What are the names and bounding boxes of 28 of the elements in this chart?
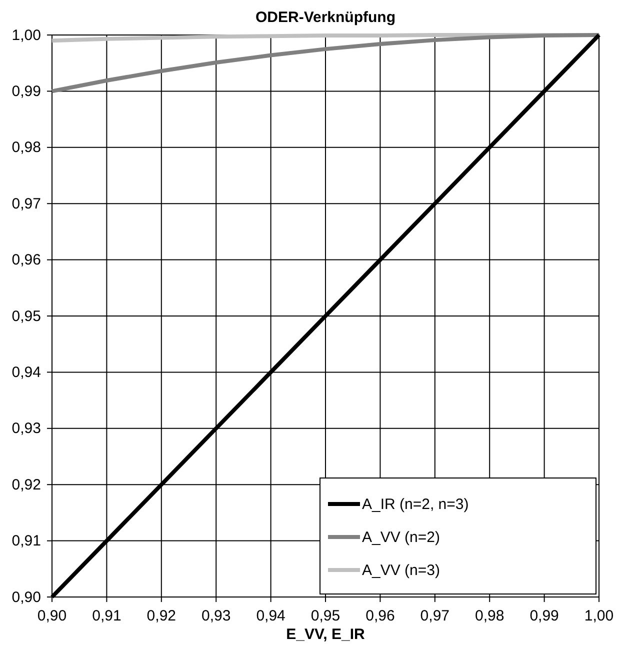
y-tick-label: 1,00	[12, 26, 41, 44]
y-tick-label: 0,90	[12, 588, 41, 606]
x-tick-label: 0,97	[420, 608, 450, 625]
y-tick-label: 0,99	[12, 83, 41, 100]
x-tick-label: 0,94	[256, 608, 286, 625]
y-tick-label: 0,97	[12, 195, 41, 212]
y-tick-label: 0,95	[12, 308, 41, 325]
legend-label: A_IR (n=2, n=3)	[362, 496, 469, 513]
x-tick-label: 0,95	[310, 608, 340, 625]
x-tick-label: 0,93	[202, 608, 231, 625]
x-tick-label: 0,92	[146, 608, 176, 625]
x-tick-label: 0,99	[530, 608, 559, 625]
y-tick-label: 0,92	[12, 476, 41, 494]
y-tick-label: 0,93	[12, 420, 41, 438]
line-series	[50, 33, 601, 94]
y-tick-label: 0,91	[12, 532, 41, 550]
legend-label: A_VV (n=2)	[362, 529, 440, 546]
x-axis-title: E_VV, E_IR	[286, 626, 365, 643]
x-tick-label: 0,91	[92, 608, 122, 625]
x-tick-label: 0,96	[366, 608, 395, 625]
legend-label: A_VV (n=3)	[362, 562, 440, 579]
chart-title: ODER-Verknüpfung	[255, 9, 396, 26]
y-tick-label: 0,94	[12, 364, 41, 381]
x-tick-label: 0,98	[475, 608, 504, 625]
x-tick-label: 1,00	[584, 608, 614, 625]
y-tick-label: 0,96	[12, 252, 41, 269]
x-tick-label: 0,90	[37, 608, 67, 625]
y-tick-label: 0,98	[12, 139, 41, 156]
